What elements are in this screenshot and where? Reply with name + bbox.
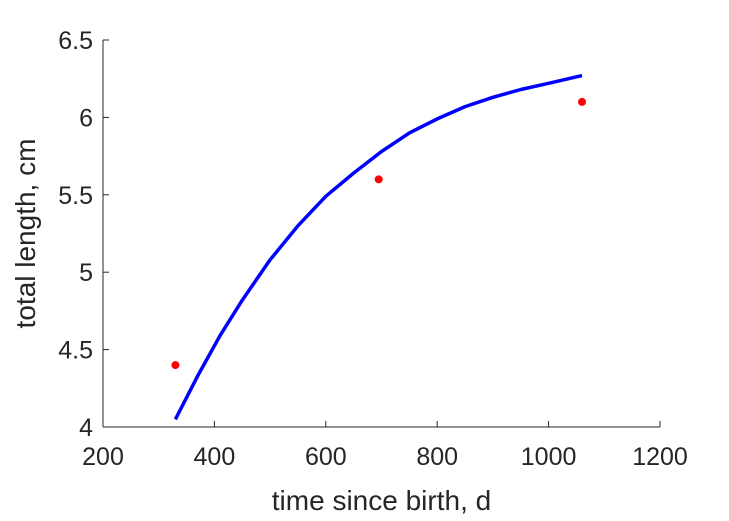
data-point xyxy=(171,361,180,370)
y-tick-label: 5 xyxy=(79,259,93,287)
y-tick-label: 6.5 xyxy=(58,27,93,55)
y-tick-label: 4 xyxy=(79,414,93,442)
data-point xyxy=(578,97,587,106)
x-tick-label: 200 xyxy=(82,443,124,471)
x-tick-label: 1000 xyxy=(521,443,577,471)
y-tick-label: 6 xyxy=(79,104,93,132)
y-ticks: 4 4.5 5 5.5 6 6.5 xyxy=(58,27,109,442)
axes xyxy=(102,40,660,428)
x-tick-label: 800 xyxy=(416,443,458,471)
y-tick-label: 4.5 xyxy=(58,337,93,365)
y-axis-label: total length, cm xyxy=(10,139,41,329)
x-tick-label: 600 xyxy=(305,443,347,471)
x-tick-label: 1200 xyxy=(632,443,688,471)
x-axis-label: time since birth, d xyxy=(272,485,491,516)
data-point xyxy=(374,175,383,184)
fit-curve-line xyxy=(173,73,583,421)
y-tick-label: 5.5 xyxy=(58,182,93,210)
x-ticks: 200 400 600 800 1000 1200 xyxy=(82,421,688,471)
plot-area xyxy=(171,73,587,421)
x-tick-label: 400 xyxy=(194,443,236,471)
